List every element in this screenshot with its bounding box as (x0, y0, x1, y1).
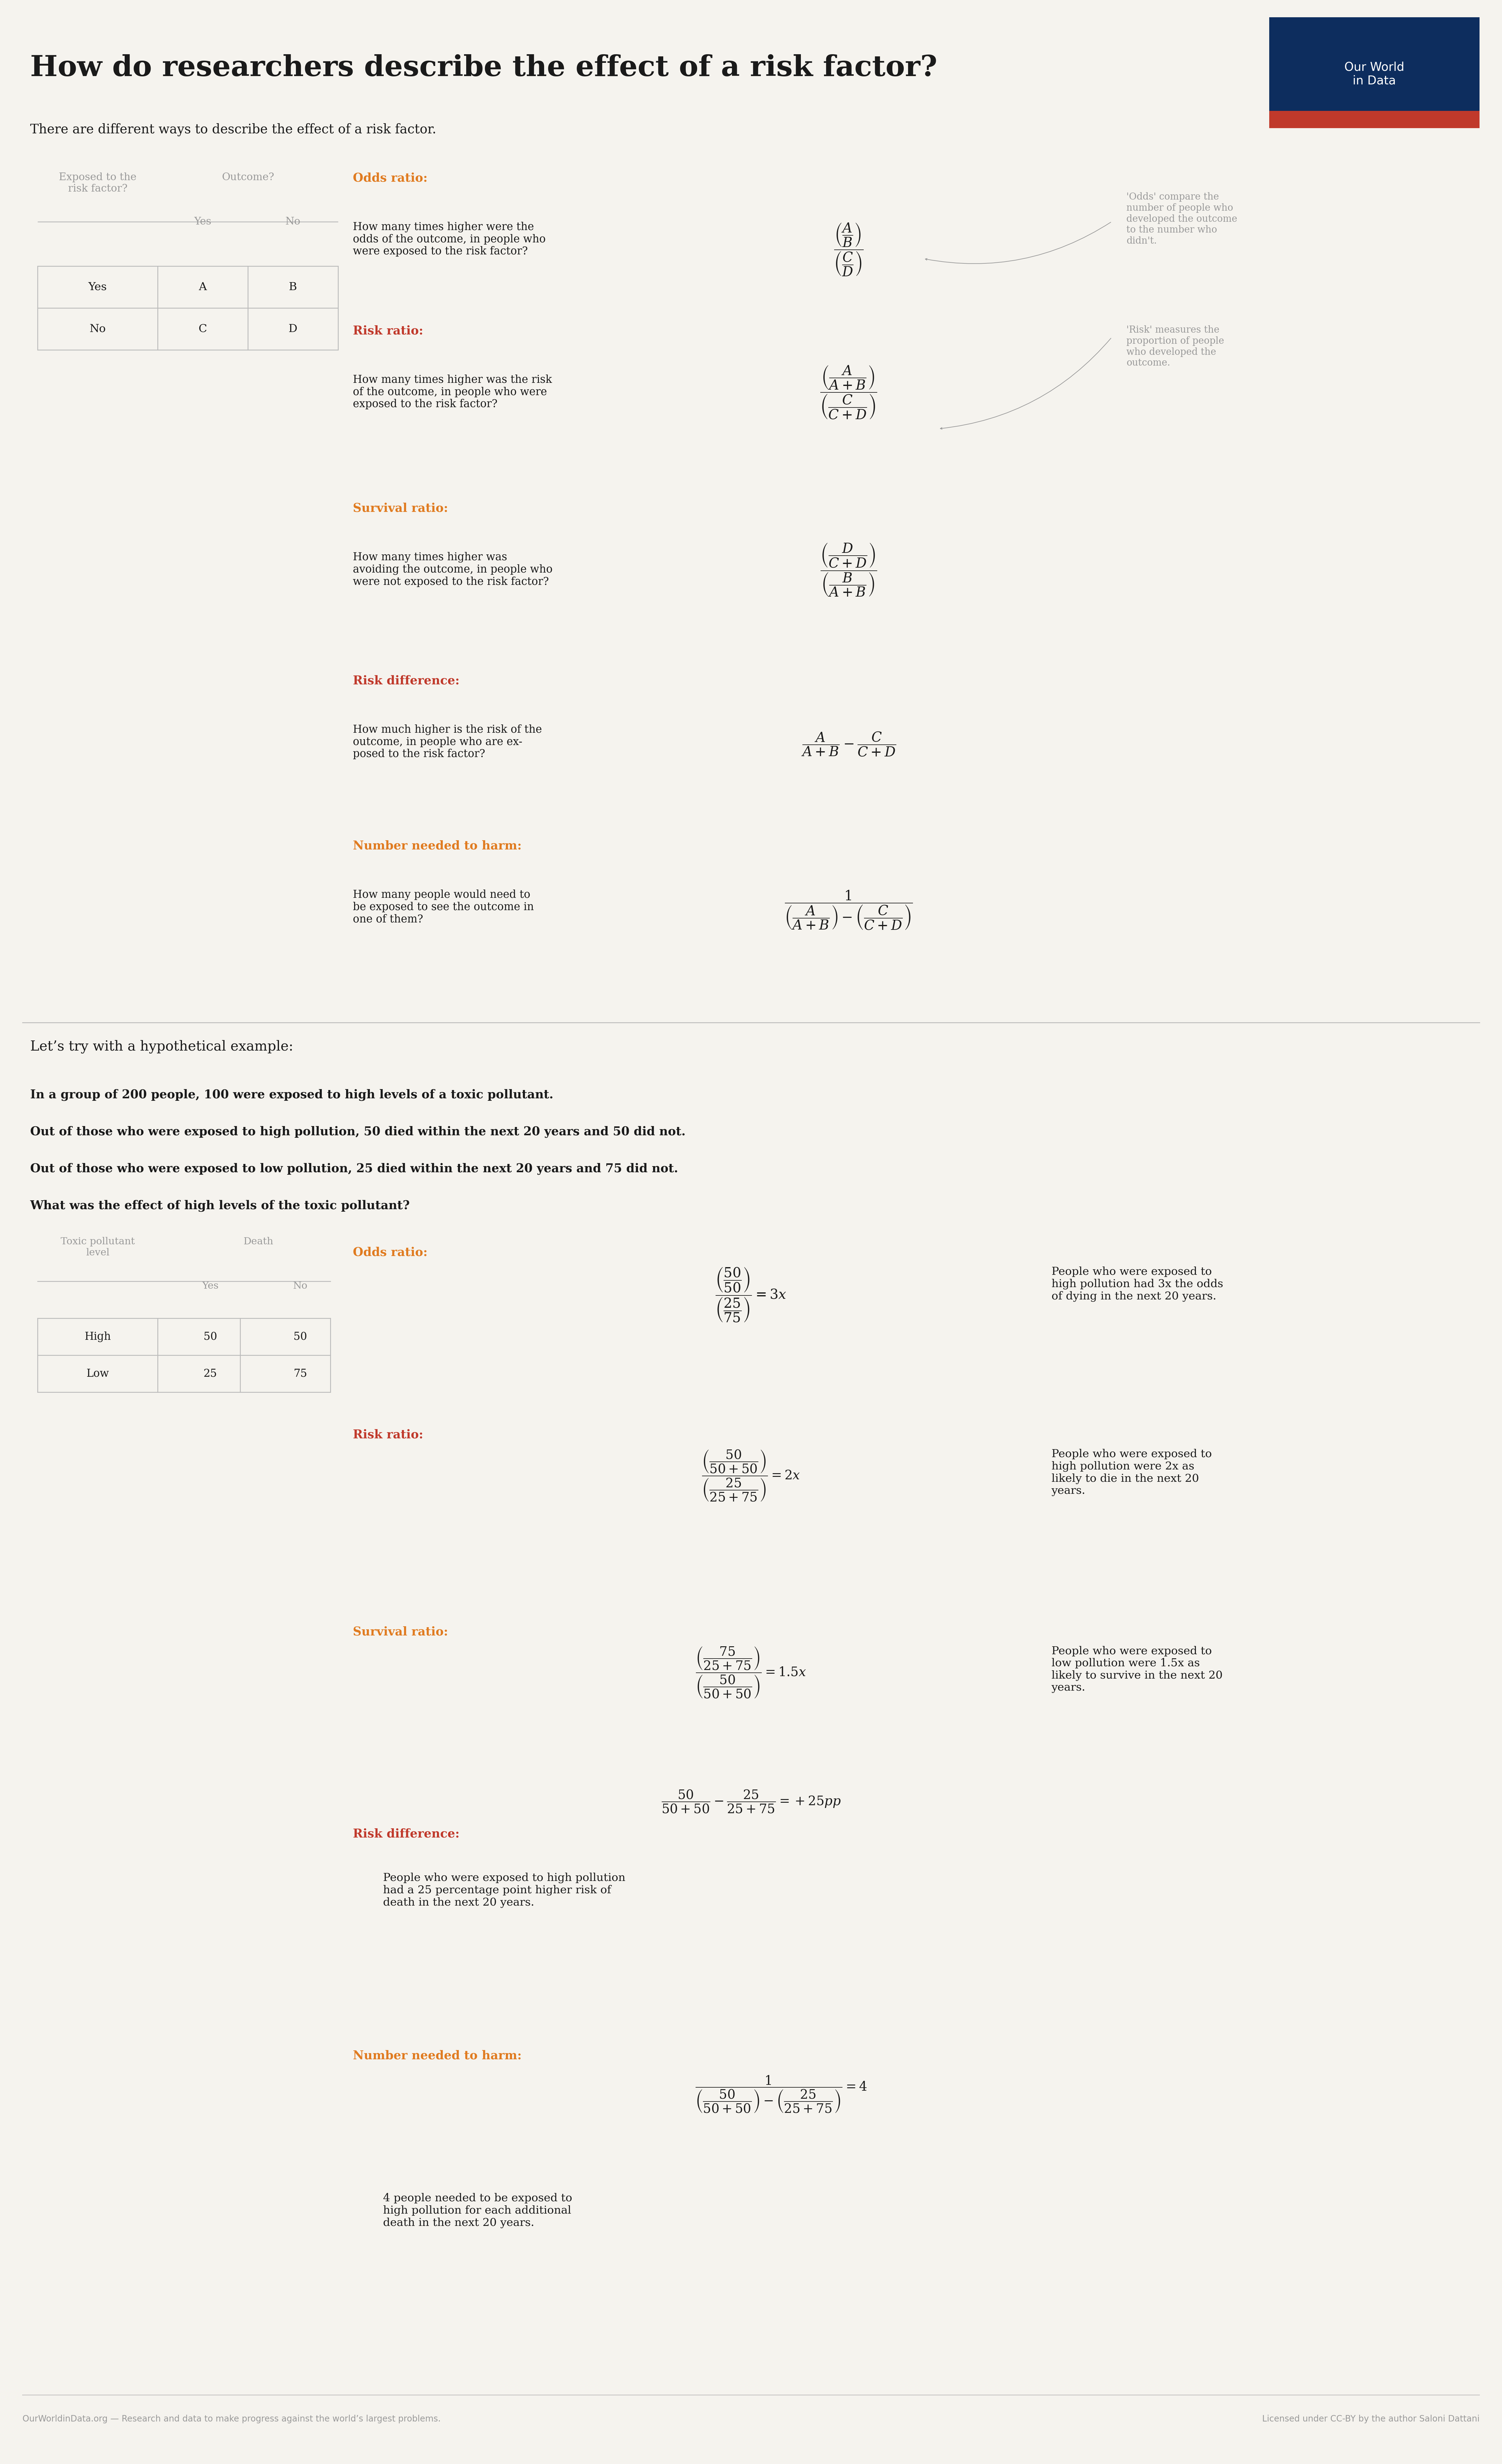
Text: Out of those who were exposed to high pollution, 50 died within the next 20 year: Out of those who were exposed to high po… (30, 1126, 685, 1138)
Text: Yes: Yes (201, 1281, 219, 1291)
Text: Risk difference:: Risk difference: (353, 675, 460, 687)
Text: Yes: Yes (89, 281, 107, 293)
Text: Number needed to harm:: Number needed to harm: (353, 840, 521, 853)
Text: $\dfrac{\left(\dfrac{A}{B}\right)}{\left(\dfrac{C}{D}\right)}$: $\dfrac{\left(\dfrac{A}{B}\right)}{\left… (834, 222, 864, 276)
Text: Risk ratio:: Risk ratio: (353, 325, 424, 338)
Text: 50: 50 (293, 1331, 308, 1343)
Text: 75: 75 (293, 1368, 308, 1380)
Text: In a group of 200 people, 100 were exposed to high levels of a toxic pollutant.: In a group of 200 people, 100 were expos… (30, 1089, 553, 1101)
Text: Odds ratio:: Odds ratio: (353, 1247, 428, 1259)
Text: Death: Death (243, 1237, 273, 1247)
Text: How many people would need to
be exposed to see the outcome in
one of them?: How many people would need to be exposed… (353, 890, 535, 924)
Text: Odds ratio:: Odds ratio: (353, 172, 428, 185)
Text: $\dfrac{\left(\dfrac{50}{50}\right)}{\left(\dfrac{25}{75}\right)} = 3x$: $\dfrac{\left(\dfrac{50}{50}\right)}{\le… (715, 1266, 787, 1323)
Text: $\dfrac{A}{A+B} - \dfrac{C}{C+D}$: $\dfrac{A}{A+B} - \dfrac{C}{C+D}$ (801, 732, 897, 756)
Text: Number needed to harm:: Number needed to harm: (353, 2050, 521, 2062)
Text: Survival ratio:: Survival ratio: (353, 1626, 448, 1639)
Text: Survival ratio:: Survival ratio: (353, 503, 448, 515)
Text: Risk ratio:: Risk ratio: (353, 1429, 424, 1441)
Text: OurWorldinData.org — Research and data to make progress against the world’s larg: OurWorldinData.org — Research and data t… (23, 2415, 440, 2425)
Text: $\dfrac{\left(\dfrac{A}{A+B}\right)}{\left(\dfrac{C}{C+D}\right)}$: $\dfrac{\left(\dfrac{A}{A+B}\right)}{\le… (820, 365, 877, 421)
Text: A: A (198, 281, 207, 293)
Text: Licensed under CC-BY by the author Saloni Dattani: Licensed under CC-BY by the author Salon… (1262, 2415, 1479, 2425)
Text: $\dfrac{1}{\left(\dfrac{A}{A+B}\right) - \left(\dfrac{C}{C+D}\right)}$: $\dfrac{1}{\left(\dfrac{A}{A+B}\right) -… (784, 890, 913, 931)
Text: How many times higher were the
odds of the outcome, in people who
were exposed t: How many times higher were the odds of t… (353, 222, 545, 256)
Text: Outcome?: Outcome? (222, 172, 273, 182)
Text: Yes: Yes (194, 217, 212, 227)
Text: How many times higher was
avoiding the outcome, in people who
were not exposed t: How many times higher was avoiding the o… (353, 552, 553, 586)
Text: Risk difference:: Risk difference: (353, 1828, 460, 1841)
Text: People who were exposed to
high pollution had 3x the odds
of dying in the next 2: People who were exposed to high pollutio… (1051, 1266, 1223, 1301)
Text: There are different ways to describe the effect of a risk factor.: There are different ways to describe the… (30, 123, 436, 136)
Text: People who were exposed to
high pollution were 2x as
likely to die in the next 2: People who were exposed to high pollutio… (1051, 1449, 1212, 1496)
Text: How much higher is the risk of the
outcome, in people who are ex-
posed to the r: How much higher is the risk of the outco… (353, 724, 542, 759)
Text: People who were exposed to
low pollution were 1.5x as
likely to survive in the n: People who were exposed to low pollution… (1051, 1646, 1223, 1693)
Text: 'Odds' compare the
number of people who
developed the outcome
to the number who
: 'Odds' compare the number of people who … (1126, 192, 1238, 246)
Text: Let’s try with a hypothetical example:: Let’s try with a hypothetical example: (30, 1040, 293, 1052)
Text: $\dfrac{1}{\left(\dfrac{50}{50+50}\right) - \left(\dfrac{25}{25+75}\right)} = 4$: $\dfrac{1}{\left(\dfrac{50}{50+50}\right… (695, 2075, 867, 2114)
Text: Low: Low (86, 1368, 110, 1380)
Text: No: No (293, 1281, 308, 1291)
Text: High: High (84, 1331, 111, 1343)
FancyBboxPatch shape (1269, 111, 1479, 128)
Text: No: No (90, 323, 105, 335)
Text: B: B (288, 281, 297, 293)
Text: What was the effect of high levels of the toxic pollutant?: What was the effect of high levels of th… (30, 1200, 410, 1212)
Text: 50: 50 (203, 1331, 218, 1343)
Text: How do researchers describe the effect of a risk factor?: How do researchers describe the effect o… (30, 54, 937, 81)
Text: $\dfrac{\left(\dfrac{D}{C+D}\right)}{\left(\dfrac{B}{A+B}\right)}$: $\dfrac{\left(\dfrac{D}{C+D}\right)}{\le… (820, 542, 877, 596)
Text: Toxic pollutant
level: Toxic pollutant level (60, 1237, 135, 1257)
Text: Our World
in Data: Our World in Data (1344, 62, 1404, 86)
Text: No: No (285, 217, 300, 227)
Text: C: C (198, 323, 207, 335)
Text: How many times higher was the risk
of the outcome, in people who were
exposed to: How many times higher was the risk of th… (353, 375, 553, 409)
Text: 'Risk' measures the
proportion of people
who developed the
outcome.: 'Risk' measures the proportion of people… (1126, 325, 1224, 367)
Text: $\dfrac{\left(\dfrac{75}{25+75}\right)}{\left(\dfrac{50}{50+50}\right)} = 1.5x$: $\dfrac{\left(\dfrac{75}{25+75}\right)}{… (695, 1646, 807, 1700)
Text: $\dfrac{50}{50+50} - \dfrac{25}{25+75} = +25pp$: $\dfrac{50}{50+50} - \dfrac{25}{25+75} =… (661, 1789, 841, 1814)
Text: 4 people needed to be exposed to
high pollution for each additional
death in the: 4 people needed to be exposed to high po… (383, 2193, 572, 2227)
Text: Exposed to the
risk factor?: Exposed to the risk factor? (59, 172, 137, 195)
Text: $\dfrac{\left(\dfrac{50}{50+50}\right)}{\left(\dfrac{25}{25+75}\right)} = 2x$: $\dfrac{\left(\dfrac{50}{50+50}\right)}{… (701, 1449, 801, 1503)
Text: D: D (288, 323, 297, 335)
Text: People who were exposed to high pollution
had a 25 percentage point higher risk : People who were exposed to high pollutio… (383, 1873, 625, 1907)
Text: Out of those who were exposed to low pollution, 25 died within the next 20 years: Out of those who were exposed to low pol… (30, 1163, 677, 1175)
FancyBboxPatch shape (1269, 17, 1479, 111)
Text: 25: 25 (203, 1368, 218, 1380)
